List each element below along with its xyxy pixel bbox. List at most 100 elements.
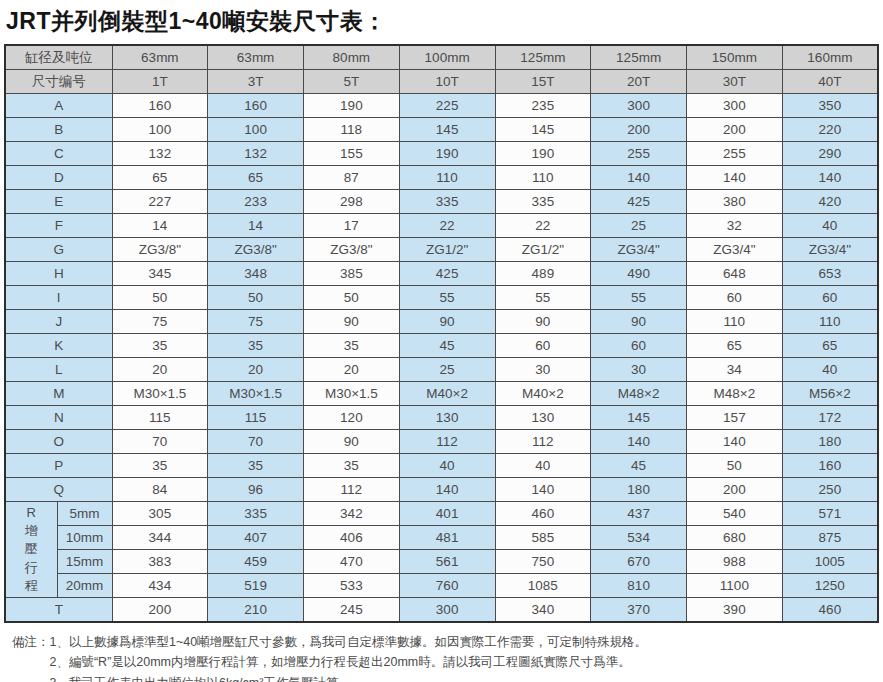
row-label-cell: M <box>5 382 112 406</box>
table-row-r-stroke: 15mm3834594705617506709881005 <box>5 550 878 574</box>
value-cell: 30 <box>591 358 687 382</box>
value-cell: 385 <box>304 262 400 286</box>
value-cell: 481 <box>399 526 495 550</box>
row-label-cell: F <box>5 214 112 238</box>
value-cell: 40 <box>495 454 591 478</box>
value-cell: 401 <box>399 502 495 526</box>
value-cell: ZG1/2" <box>495 238 591 262</box>
value-cell: 425 <box>591 190 687 214</box>
value-cell: M40×2 <box>399 382 495 406</box>
value-cell: 90 <box>591 310 687 334</box>
value-cell: 60 <box>591 334 687 358</box>
value-cell: 75 <box>112 310 208 334</box>
value-cell: M30×1.5 <box>304 382 400 406</box>
r-block-label-cell-text: R增壓行程 <box>23 504 39 595</box>
page-title: JRT并列倒裝型1~40噸安裝尺寸表： <box>6 6 879 37</box>
table-row: E227233298335335425380420 <box>5 190 878 214</box>
value-cell: 90 <box>495 310 591 334</box>
value-cell: 112 <box>304 478 400 502</box>
value-cell: 490 <box>591 262 687 286</box>
value-cell: M56×2 <box>782 382 878 406</box>
value-cell: 140 <box>495 478 591 502</box>
value-cell: 112 <box>495 430 591 454</box>
value-cell: 130 <box>495 406 591 430</box>
value-cell: 406 <box>304 526 400 550</box>
value-cell: 227 <box>112 190 208 214</box>
value-cell: 34 <box>687 358 783 382</box>
table-row: O707090112112140140180 <box>5 430 878 454</box>
value-cell: 20 <box>112 358 208 382</box>
value-cell: 1005 <box>782 550 878 574</box>
header-row-diameter: 缸径及吨位63mm63mm80mm100mm125mm125mm150mm160… <box>5 45 878 70</box>
value-cell: 390 <box>687 598 783 623</box>
value-cell: M30×1.5 <box>208 382 304 406</box>
value-cell: 225 <box>399 94 495 118</box>
value-cell: 534 <box>591 526 687 550</box>
table-row: L2020202530303440 <box>5 358 878 382</box>
value-cell: 20 <box>304 358 400 382</box>
value-cell: 459 <box>208 550 304 574</box>
r-block-label-cell: R增壓行程 <box>5 502 57 598</box>
row-label-cell: D <box>5 166 112 190</box>
value-cell: 233 <box>208 190 304 214</box>
value-cell: 70 <box>112 430 208 454</box>
value-cell: 112 <box>399 430 495 454</box>
header-tonnage-cell: 15T <box>495 70 591 94</box>
value-cell: 50 <box>687 454 783 478</box>
header-tonnage-cell: 3T <box>208 70 304 94</box>
value-cell: 425 <box>399 262 495 286</box>
value-cell: 65 <box>687 334 783 358</box>
dimension-table-body: 缸径及吨位63mm63mm80mm100mm125mm125mm150mm160… <box>5 45 878 622</box>
value-cell: 84 <box>112 478 208 502</box>
value-cell: 22 <box>399 214 495 238</box>
table-row-r-stroke: R增壓行程5mm305335342401460437540571 <box>5 502 878 526</box>
value-cell: 340 <box>495 598 591 623</box>
notes: 備注： 1、以上數據爲標準型1~40噸增壓缸尺寸參數，爲我司自定標準數據。如因實… <box>12 632 879 682</box>
value-cell: 90 <box>399 310 495 334</box>
value-cell: 345 <box>112 262 208 286</box>
value-cell: 370 <box>591 598 687 623</box>
table-row: J757590909090110110 <box>5 310 878 334</box>
row-label-cell: N <box>5 406 112 430</box>
table-row: A160160190225235300300350 <box>5 94 878 118</box>
value-cell: 160 <box>112 94 208 118</box>
value-cell: 383 <box>112 550 208 574</box>
value-cell: 132 <box>112 142 208 166</box>
value-cell: M48×2 <box>687 382 783 406</box>
value-cell: 342 <box>304 502 400 526</box>
value-cell: 190 <box>304 94 400 118</box>
value-cell: 100 <box>208 118 304 142</box>
value-cell: 45 <box>399 334 495 358</box>
value-cell: 140 <box>687 430 783 454</box>
value-cell: 132 <box>208 142 304 166</box>
value-cell: 585 <box>495 526 591 550</box>
value-cell: 110 <box>782 310 878 334</box>
notes-items: 1、以上數據爲標準型1~40噸增壓缸尺寸參數，爲我司自定標準數據。如因實際工作需… <box>50 632 880 682</box>
value-cell: 648 <box>687 262 783 286</box>
value-cell: 760 <box>399 574 495 598</box>
value-cell: 210 <box>208 598 304 623</box>
notes-prefix: 備注： <box>12 632 50 652</box>
value-cell: 348 <box>208 262 304 286</box>
header-corner-cell: 缸径及吨位 <box>5 45 112 70</box>
value-cell: 96 <box>208 478 304 502</box>
value-cell: 40 <box>399 454 495 478</box>
value-cell: 45 <box>591 454 687 478</box>
table-row: B100100118145145200200220 <box>5 118 878 142</box>
value-cell: 460 <box>782 598 878 623</box>
value-cell: 50 <box>304 286 400 310</box>
r-stroke-label-cell: 10mm <box>57 526 112 550</box>
value-cell: 14 <box>208 214 304 238</box>
value-cell: 300 <box>399 598 495 623</box>
value-cell: 35 <box>208 454 304 478</box>
table-row: P35353540404550160 <box>5 454 878 478</box>
value-cell: 180 <box>782 430 878 454</box>
table-row: I5050505555556060 <box>5 286 878 310</box>
row-label-cell: G <box>5 238 112 262</box>
row-label-cell: H <box>5 262 112 286</box>
value-cell: 300 <box>591 94 687 118</box>
value-cell: 22 <box>495 214 591 238</box>
value-cell: 55 <box>495 286 591 310</box>
header-tonnage-cell: 5T <box>304 70 400 94</box>
t-row-label-cell: T <box>5 598 112 623</box>
